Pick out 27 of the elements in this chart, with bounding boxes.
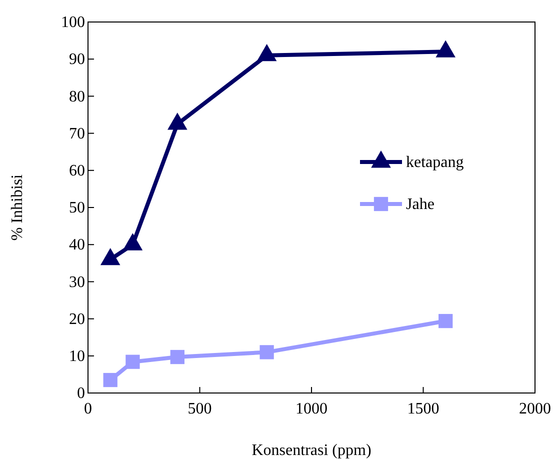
point	[256, 44, 277, 62]
y-tick-label: 90	[69, 51, 85, 68]
point	[260, 345, 274, 360]
y-tick-label: 20	[69, 310, 85, 328]
legend-label: ketapang	[406, 154, 464, 171]
point	[167, 112, 188, 130]
x-tick-label: 1000	[296, 400, 328, 418]
y-tick-label: 60	[69, 162, 85, 180]
point	[170, 350, 184, 364]
point	[126, 354, 140, 369]
y-tick-label: 30	[69, 274, 85, 291]
point	[436, 40, 456, 58]
point	[438, 314, 453, 328]
y-tick-label: 40	[69, 236, 85, 254]
y-tick-label: 70	[69, 125, 85, 142]
y-tick-label: 50	[69, 200, 85, 217]
y-axis-title: % Inhibisi	[9, 174, 26, 241]
y-tick-label: 80	[69, 88, 85, 106]
y-tick-label: 0	[77, 385, 85, 402]
x-tick-label: 500	[188, 400, 212, 418]
x-axis-title: Konsentrasi (ppm)	[252, 442, 372, 459]
y-tick-label: 10	[69, 348, 85, 366]
y-tick-label: 100	[61, 14, 85, 32]
legend-label: Jahe	[406, 196, 434, 213]
x-tick-label: 1500	[407, 400, 440, 418]
x-tick-label: 2000	[519, 400, 551, 418]
point	[103, 372, 118, 388]
